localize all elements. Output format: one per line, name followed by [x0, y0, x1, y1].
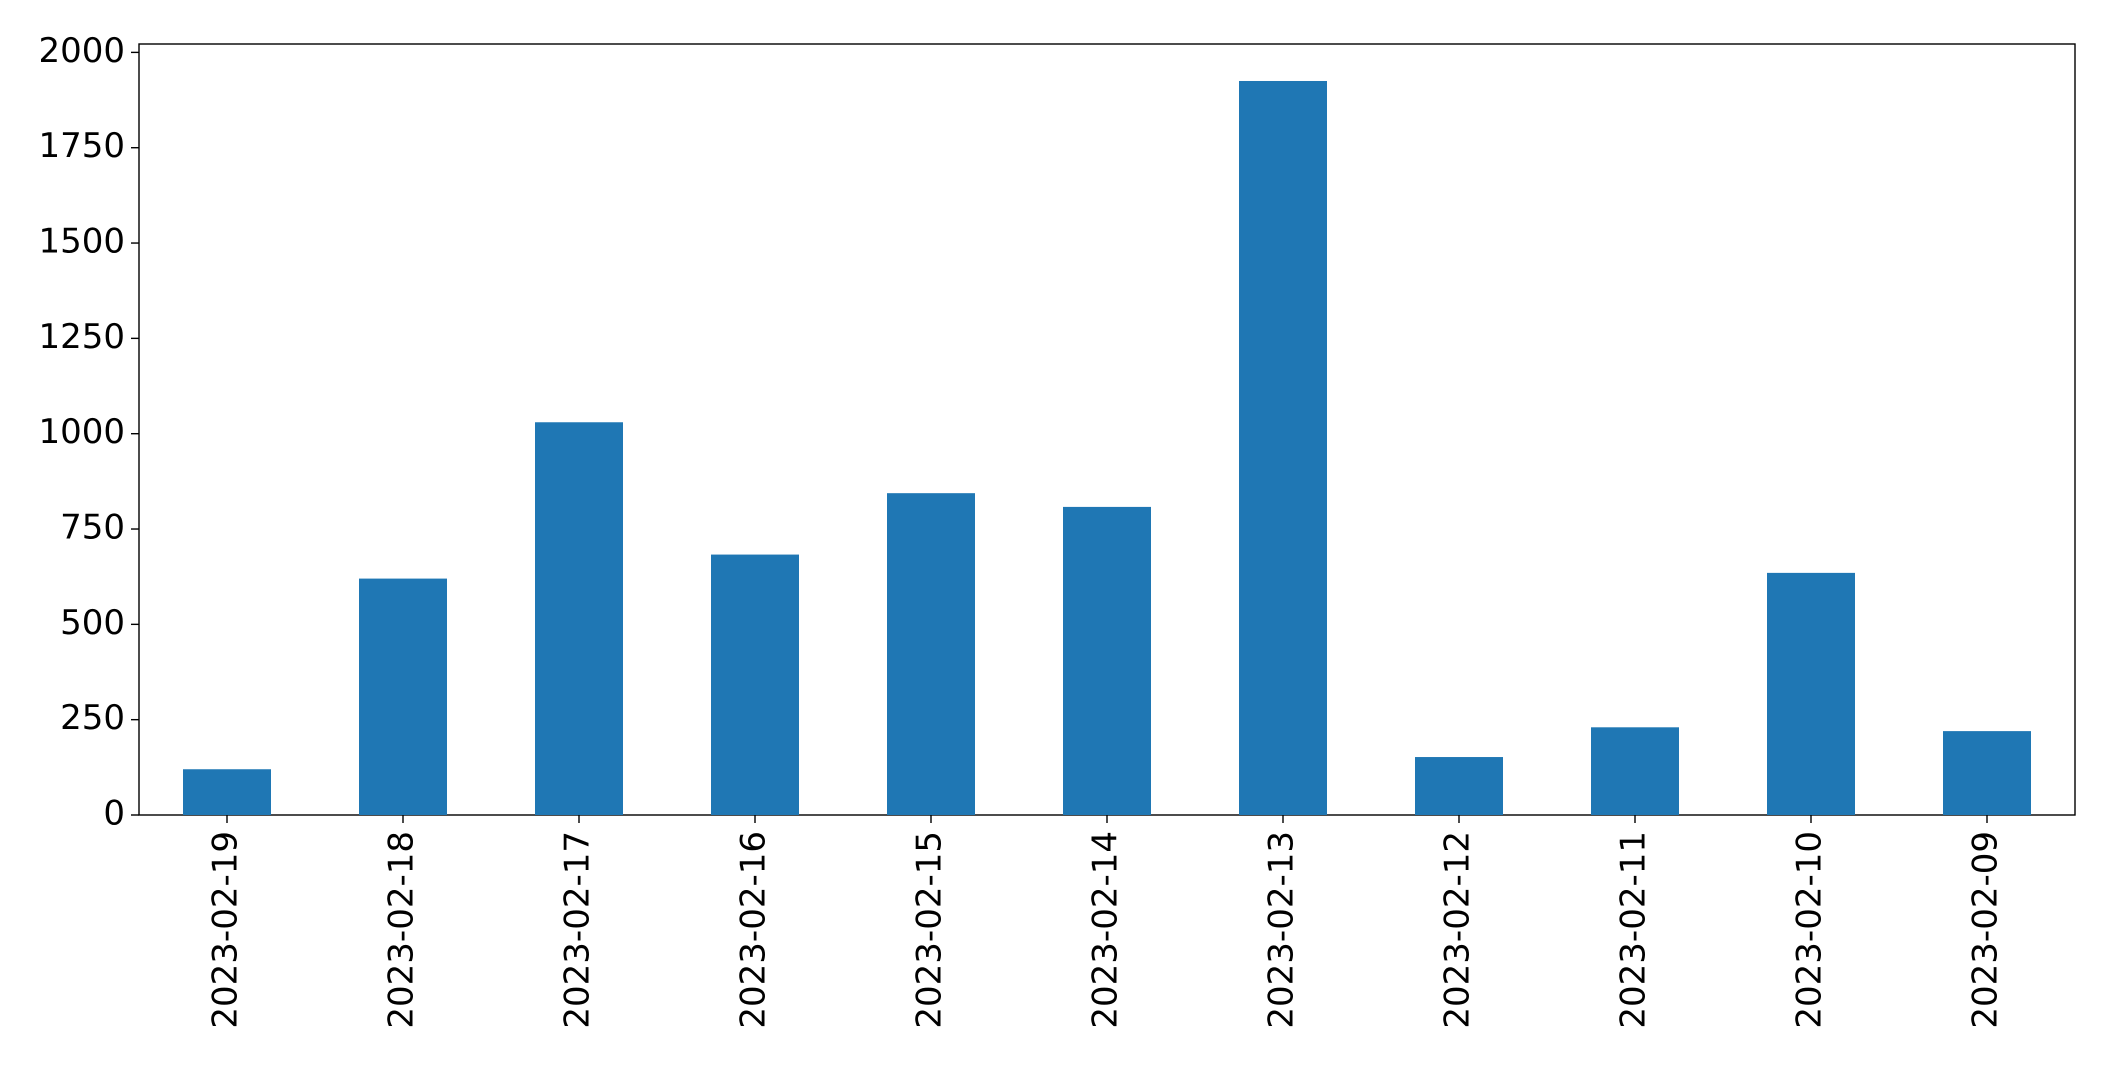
bar — [887, 493, 975, 815]
bar — [1415, 757, 1503, 815]
y-tick-label: 750 — [60, 508, 125, 548]
x-tick-label: 2023-02-14 — [1086, 831, 1126, 1029]
y-tick-label: 0 — [103, 794, 125, 834]
y-tick-label: 1500 — [38, 222, 125, 262]
x-tick-label: 2023-02-11 — [1614, 831, 1654, 1029]
bar — [1767, 572, 1855, 815]
y-tick-label: 1750 — [38, 126, 125, 166]
y-tick-label: 1250 — [38, 317, 125, 357]
x-tick-label: 2023-02-15 — [910, 831, 950, 1029]
bar — [1943, 731, 2031, 815]
y-tick-label: 2000 — [38, 31, 125, 71]
x-tick-label: 2023-02-12 — [1438, 831, 1478, 1029]
x-tick-label: 2023-02-16 — [734, 831, 774, 1029]
x-tick-label: 2023-02-18 — [382, 831, 422, 1029]
x-tick-label: 2023-02-13 — [1262, 831, 1302, 1029]
bar — [711, 554, 799, 815]
y-tick-label: 1000 — [38, 412, 125, 452]
bar — [183, 769, 271, 815]
bar — [1239, 80, 1327, 816]
bar — [359, 578, 447, 815]
x-tick-label: 2023-02-10 — [1790, 831, 1830, 1029]
bar — [1063, 506, 1151, 815]
x-tick-label: 2023-02-19 — [206, 831, 246, 1029]
y-tick-label: 250 — [60, 698, 125, 738]
x-tick-label: 2023-02-17 — [558, 831, 598, 1029]
y-tick-label: 500 — [60, 603, 125, 643]
bar — [1591, 727, 1679, 815]
bar — [535, 422, 623, 815]
x-tick-label: 2023-02-09 — [1966, 831, 2006, 1029]
